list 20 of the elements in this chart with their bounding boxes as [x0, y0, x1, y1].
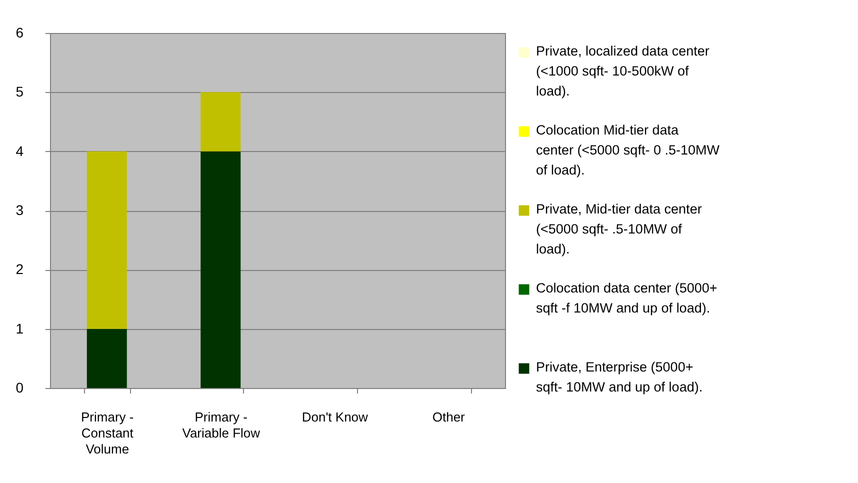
legend-label: Private, localized data center (<1000 sqft- 10-500kW of load). — [536, 44, 710, 98]
legend-label: Colocation Mid-tier data center (<5000 sqft- 0 .5-10MW of load). — [536, 122, 720, 178]
bar — [86, 151, 127, 329]
bar — [86, 328, 127, 388]
y-tick-label: 5 — [16, 84, 24, 100]
x-tick-label: Primary - Constant Volume — [81, 410, 134, 456]
x-tick-label: Don't Know — [302, 410, 369, 424]
y-tick-label: 3 — [16, 202, 24, 218]
x-tick-label: Primary - Variable Flow — [182, 410, 261, 440]
y-tick-label: 4 — [16, 142, 24, 159]
y-tick-label: 2 — [16, 261, 24, 278]
legend-label: Private, Mid-tier data center (<5000 sqft- .5-10MW of load). — [536, 202, 702, 256]
bar — [200, 92, 241, 152]
y-tick-label: 6 — [16, 24, 24, 40]
x-tick-label: Other — [432, 410, 466, 424]
legend-label: Private, Enterprise (5000+ sqft- 10MW and up of load). — [536, 360, 703, 394]
legend-label: Colocation data center (5000+ sqft -f 10MW and up of load). — [536, 280, 718, 316]
y-tick-label: 0 — [16, 380, 24, 396]
bar — [200, 151, 241, 388]
y-tick-label: 1 — [16, 320, 24, 336]
